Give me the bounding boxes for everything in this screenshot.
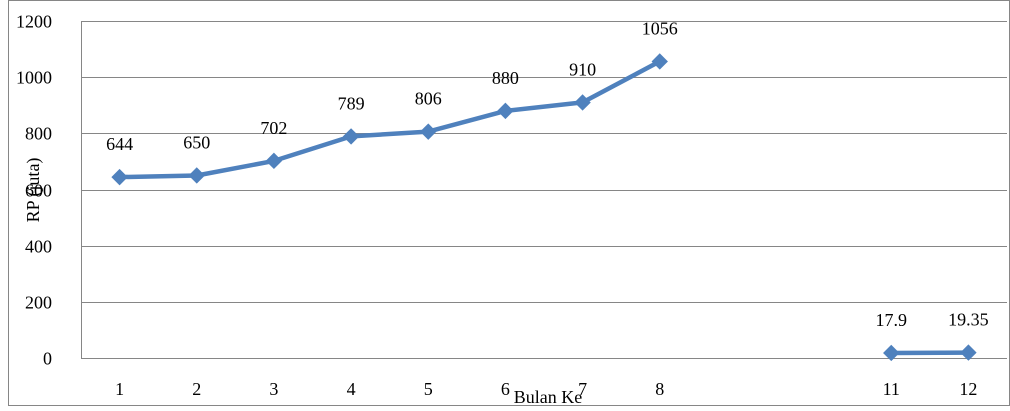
- y-tick-label: 0: [43, 349, 52, 369]
- x-tick-label: 5: [424, 379, 433, 399]
- data-label: 17.9: [876, 310, 908, 330]
- x-tick-label: 3: [269, 379, 278, 399]
- data-label: 644: [106, 134, 133, 154]
- x-tick-label: 4: [347, 379, 356, 399]
- data-label: 19.35: [948, 310, 989, 330]
- x-axis-title: Bulan Ke: [514, 387, 582, 406]
- x-tick-label: 11: [883, 379, 900, 399]
- y-tick-label: 1200: [16, 12, 52, 32]
- x-tick-label: 2: [192, 379, 201, 399]
- y-tick-label: 400: [25, 237, 52, 257]
- x-tick-label: 12: [959, 379, 977, 399]
- data-label: 702: [260, 118, 287, 138]
- data-label: 910: [569, 59, 596, 79]
- chart-frame: [9, 1, 1010, 406]
- data-label: 1056: [642, 18, 678, 38]
- data-label: 650: [183, 132, 210, 152]
- y-tick-label: 1000: [16, 68, 52, 88]
- y-axis-title: RP (juta): [23, 158, 44, 223]
- x-tick-label: 8: [655, 379, 664, 399]
- x-tick-label: 6: [501, 379, 510, 399]
- data-label: 806: [415, 89, 442, 109]
- y-tick-label: 800: [25, 124, 52, 144]
- x-tick-label: 1: [115, 379, 124, 399]
- data-label: 880: [492, 68, 519, 88]
- data-label: 789: [338, 93, 365, 113]
- y-tick-label: 200: [25, 293, 52, 313]
